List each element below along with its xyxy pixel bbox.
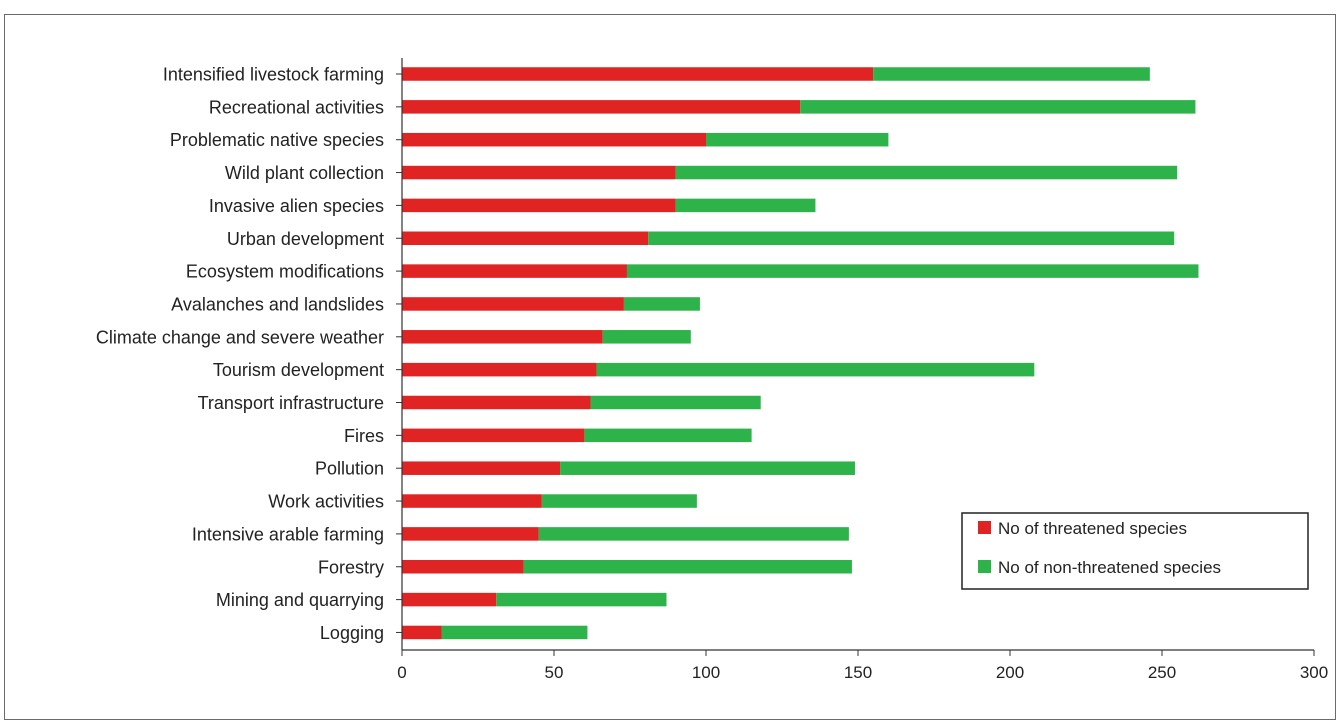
category-label: Wild plant collection [225,163,384,183]
category-label: Intensified livestock farming [163,65,384,85]
bar-non-threatened [560,461,855,475]
legend: No of threatened species No of non-threa… [961,512,1309,590]
bar-non-threatened [538,527,849,541]
x-tick-label: 100 [692,663,720,682]
x-tick-label: 250 [1148,663,1176,682]
category-label: Tourism development [213,360,384,380]
bar-threatened [402,494,542,508]
bar-non-threatened [873,67,1150,81]
category-label: Recreational activities [209,97,384,117]
y-axis: Intensified livestock farming Recreationa… [96,58,403,650]
bar-non-threatened [626,264,1199,278]
x-tick-label: 50 [545,663,564,682]
bar-threatened [402,231,649,245]
x-tick-label: 300 [1300,663,1328,682]
legend-label-threatened: No of threatened species [998,519,1187,538]
bar-threatened [402,198,676,213]
bar-non-threatened [584,428,752,443]
legend-swatch-non-threatened [978,560,991,573]
bar-threatened [402,461,561,475]
bar-non-threatened [706,132,889,147]
bar-non-threatened [648,231,1175,245]
category-label: Transport infrastructure [198,393,384,413]
bar-threatened [402,395,591,410]
bar-non-threatened [441,625,588,640]
x-tick-label: 150 [844,663,872,682]
category-label: Pollution [315,459,384,479]
bar-threatened [402,362,597,377]
bar-threatened [402,625,442,640]
bar-non-threatened [541,494,697,508]
bar-threatened [402,428,585,443]
category-label: Ecosystem modifications [186,262,384,282]
category-label: Fires [344,426,384,446]
category-label: Logging [320,623,384,643]
bar-threatened [402,527,539,541]
category-label: Climate change and severe weather [96,327,384,347]
bar-threatened [402,264,627,278]
bar-threatened [402,330,603,344]
bar-threatened [402,100,801,114]
bar-non-threatened [675,198,816,213]
legend-label-non-threatened: No of non-threatened species [998,558,1221,577]
category-label: Avalanches and landslides [171,294,384,314]
bars-group [402,67,1199,640]
category-label: Work activities [268,492,384,512]
legend-swatch-threatened [978,521,991,534]
category-label: Intensive arable farming [192,524,384,544]
bar-threatened [402,560,524,574]
legend-box [961,512,1309,590]
bar-non-threatened [496,592,667,607]
bar-non-threatened [523,560,852,574]
category-label: Urban development [227,229,384,249]
category-label: Forestry [318,557,384,577]
x-tick-label: 0 [397,663,406,682]
category-label: Invasive alien species [209,196,384,216]
bar-threatened [402,297,624,311]
bar-threatened [402,132,706,147]
bar-threatened [402,592,497,607]
bar-non-threatened [675,165,1178,180]
bar-threatened [402,67,874,81]
x-tick-label: 200 [996,663,1024,682]
bar-non-threatened [602,330,691,344]
bar-non-threatened [623,297,700,311]
bar-non-threatened [590,395,761,410]
bar-threatened [402,165,676,180]
bar-non-threatened [596,362,1035,377]
category-label: Mining and quarrying [216,590,384,610]
bar-non-threatened [800,100,1196,114]
x-axis: 0 50 100 150 200 250 300 [397,649,1328,682]
category-label: Problematic native species [170,130,384,150]
